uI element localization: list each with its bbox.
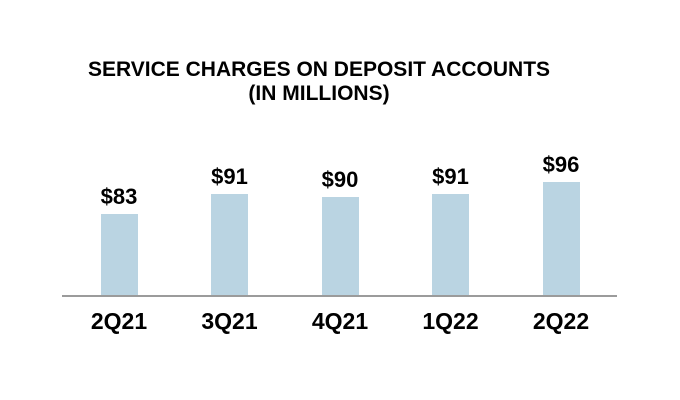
bar-1Q22 xyxy=(432,194,469,296)
bar-4Q21 xyxy=(321,197,359,296)
value-label-3Q21: $91 xyxy=(211,164,248,189)
x-axis-label-2Q22: 2Q22 xyxy=(532,308,590,334)
value-label-1Q22: $91 xyxy=(432,164,469,189)
x-axis-label-2Q21: 2Q21 xyxy=(90,308,148,334)
value-label-2Q22: $96 xyxy=(542,152,580,177)
chart-title: SERVICE CHARGES ON DEPOSIT ACCOUNTS xyxy=(87,58,551,81)
bar-2Q21 xyxy=(100,214,138,296)
x-axis-label-4Q21: 4Q21 xyxy=(311,308,369,334)
x-axis-label-1Q22: 1Q22 xyxy=(422,308,479,334)
value-label-4Q21: $90 xyxy=(321,167,359,192)
bar-3Q21 xyxy=(211,194,248,296)
chart-title-block: SERVICE CHARGES ON DEPOSIT ACCOUNTS (IN … xyxy=(0,58,638,106)
chart-subtitle: (IN MILLIONS) xyxy=(248,82,390,105)
x-axis-label-3Q21: 3Q21 xyxy=(201,308,258,334)
bar-2Q22 xyxy=(542,182,580,296)
value-label-2Q21: $83 xyxy=(100,184,138,209)
x-axis-line xyxy=(62,295,617,297)
